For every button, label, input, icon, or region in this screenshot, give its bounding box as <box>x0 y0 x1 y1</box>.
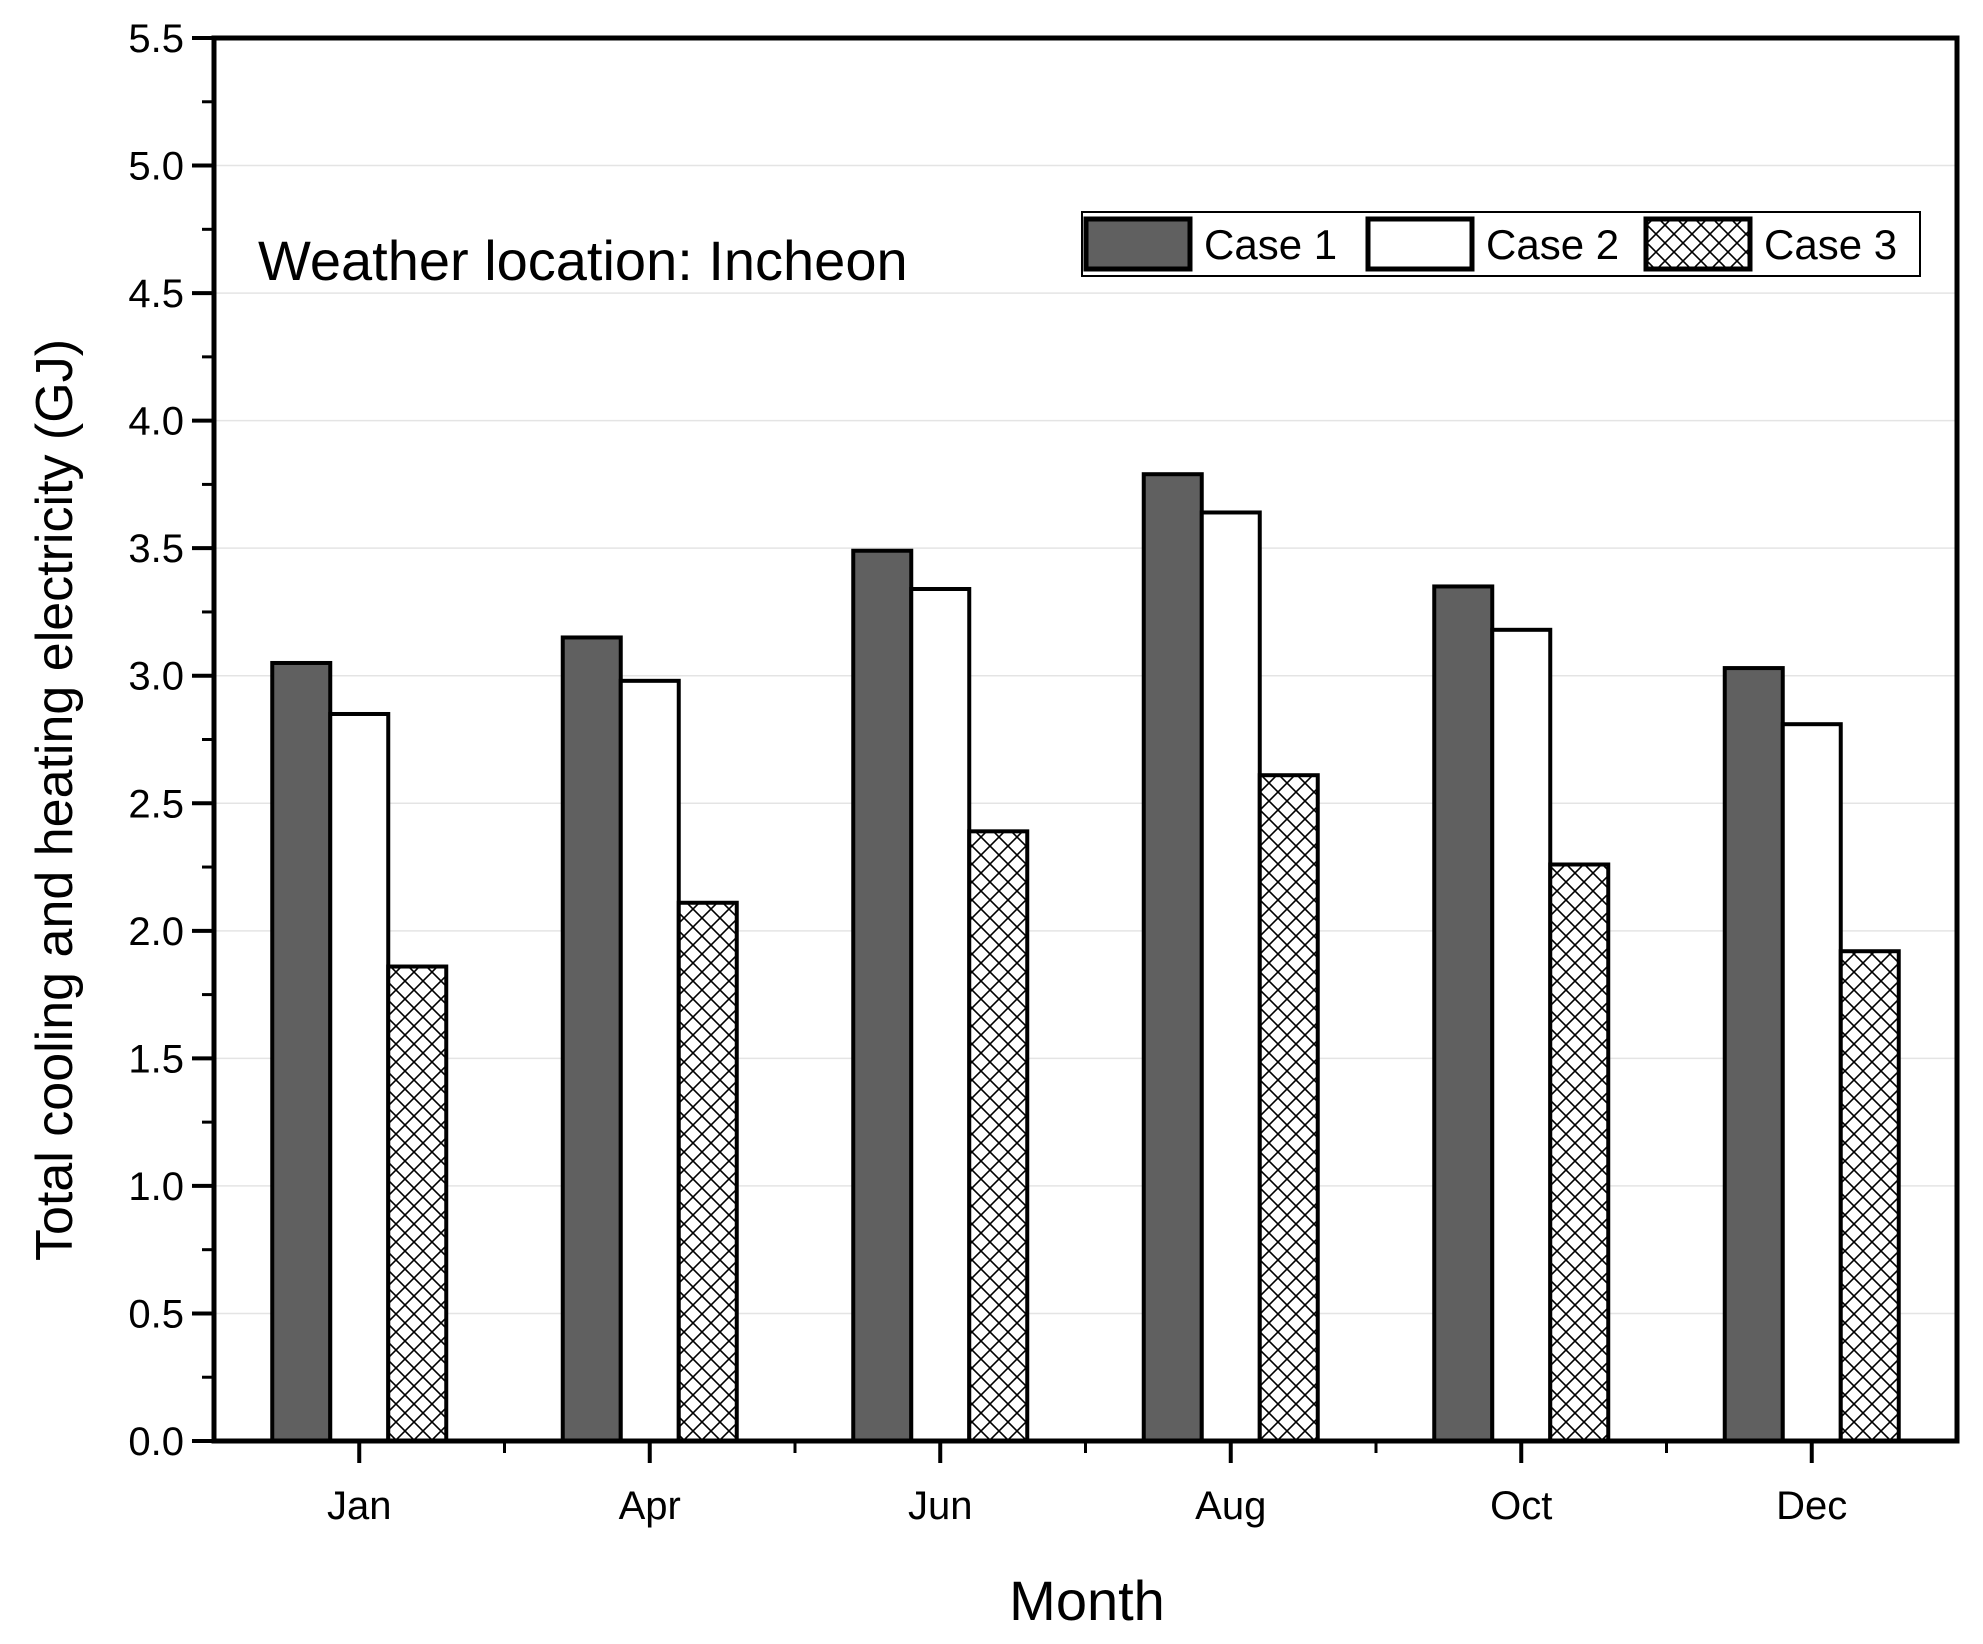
legend-swatch-case-1 <box>1083 216 1193 272</box>
bar-case-3-aug <box>1257 773 1320 1443</box>
y-tick-label: 0.5 <box>128 1292 184 1336</box>
y-tick-label: 5.5 <box>128 17 184 61</box>
legend-label-case-2: Case 2 <box>1486 221 1619 268</box>
bar-case-1-apr <box>560 635 623 1443</box>
x-tick-label: Jan <box>327 1484 392 1528</box>
y-tick-label: 2.0 <box>128 910 184 954</box>
x-tick-label: Oct <box>1490 1484 1552 1528</box>
bar-case-2-jan <box>328 711 391 1443</box>
y-tick-label: 2.5 <box>128 782 184 826</box>
bar-case-2-dec <box>1780 722 1843 1443</box>
bar-case-2-aug <box>1199 510 1262 1443</box>
y-tick-label: 4.5 <box>128 272 184 316</box>
y-axis-title: Total cooling and heating electricity (G… <box>26 339 84 1261</box>
bar-case-1-jun <box>851 548 914 1443</box>
y-tick-label: 0.0 <box>128 1420 184 1464</box>
x-tick-label: Aug <box>1195 1484 1266 1528</box>
x-axis-title: Month <box>1009 1569 1165 1632</box>
chart-annotation: Weather location: Incheon <box>258 229 908 292</box>
bar-case-3-jun <box>967 829 1030 1443</box>
axes: 0.0 0.5 1.0 1.5 2.0 2.5 3.0 3.5 4.0 4.5 5.0 5.5 Jan A… <box>128 17 1960 1528</box>
legend: Case 1 Case 2 Case 3 <box>1081 211 1921 277</box>
y-tick-label: 5.0 <box>128 145 184 189</box>
bar-case-1-dec <box>1722 666 1785 1443</box>
legend-box <box>1081 211 1921 277</box>
bar-case-1-oct <box>1432 584 1495 1443</box>
y-tick-label: 3.5 <box>128 527 184 571</box>
legend-label-case-3: Case 3 <box>1764 221 1897 268</box>
y-tick-label: 1.0 <box>128 1165 184 1209</box>
gridlines <box>214 164 1957 1315</box>
x-tick-label: Apr <box>619 1484 681 1528</box>
bar-case-3-jan <box>386 964 449 1443</box>
y-tick-label: 4.0 <box>128 400 184 444</box>
bar-case-3-apr <box>676 900 739 1443</box>
bar-case-1-aug <box>1141 472 1204 1443</box>
bars <box>270 472 1901 1443</box>
bar-case-2-jun <box>909 586 972 1443</box>
legend-swatch-case-3 <box>1643 216 1753 272</box>
bar-case-2-oct <box>1490 627 1553 1443</box>
y-tick-label: 1.5 <box>128 1037 184 1081</box>
legend-label-case-1: Case 1 <box>1204 221 1337 268</box>
bar-case-1-jan <box>270 660 333 1443</box>
bar-case-2-apr <box>618 678 681 1443</box>
plot-frame <box>211 35 1960 1444</box>
bar-case-3-oct <box>1548 862 1611 1443</box>
x-tick-label: Jun <box>908 1484 973 1528</box>
legend-swatch-case-2 <box>1365 216 1475 272</box>
y-tick-label: 3.0 <box>128 655 184 699</box>
bar-case-3-dec <box>1838 949 1901 1443</box>
x-tick-label: Dec <box>1776 1484 1847 1528</box>
